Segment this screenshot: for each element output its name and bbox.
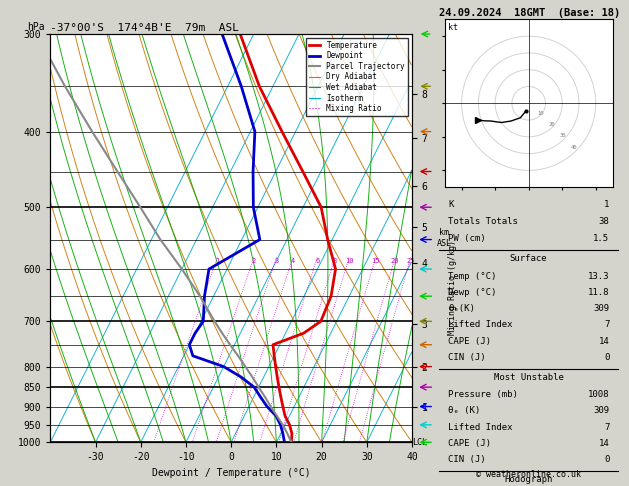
Text: 15: 15 — [372, 258, 380, 263]
Text: Pressure (mb): Pressure (mb) — [448, 390, 518, 399]
Text: CIN (J): CIN (J) — [448, 353, 486, 362]
Text: 1: 1 — [215, 258, 220, 263]
Legend: Temperature, Dewpoint, Parcel Trajectory, Dry Adiabat, Wet Adiabat, Isotherm, Mi: Temperature, Dewpoint, Parcel Trajectory… — [306, 38, 408, 116]
Text: Mixing Ratio (g/kg): Mixing Ratio (g/kg) — [448, 240, 457, 335]
Text: 3: 3 — [274, 258, 279, 263]
Text: 14: 14 — [599, 439, 610, 448]
Text: 8: 8 — [333, 258, 337, 263]
Text: 309: 309 — [593, 406, 610, 416]
Text: 7: 7 — [604, 320, 610, 330]
Text: 20: 20 — [548, 122, 555, 127]
Text: 6: 6 — [315, 258, 320, 263]
Text: 7: 7 — [604, 423, 610, 432]
Text: 24.09.2024  18GMT  (Base: 18): 24.09.2024 18GMT (Base: 18) — [439, 8, 620, 17]
Text: © weatheronline.co.uk: © weatheronline.co.uk — [476, 470, 581, 479]
Text: Hodograph: Hodograph — [504, 475, 553, 484]
Text: -37°00'S  174°4B'E  79m  ASL: -37°00'S 174°4B'E 79m ASL — [50, 23, 239, 33]
Text: CIN (J): CIN (J) — [448, 455, 486, 464]
Text: LCL: LCL — [413, 438, 427, 447]
Text: 40: 40 — [571, 145, 577, 150]
Text: hPa: hPa — [27, 22, 45, 32]
Text: 14: 14 — [599, 336, 610, 346]
Text: Lifted Index: Lifted Index — [448, 320, 513, 330]
Text: Temp (°C): Temp (°C) — [448, 272, 496, 281]
Y-axis label: km
ASL: km ASL — [437, 228, 452, 248]
Text: 309: 309 — [593, 304, 610, 313]
Text: 10: 10 — [345, 258, 353, 263]
Text: 4: 4 — [291, 258, 295, 263]
Text: θₑ(K): θₑ(K) — [448, 304, 475, 313]
Text: kt: kt — [448, 22, 458, 32]
Text: 20: 20 — [391, 258, 399, 263]
Text: K: K — [448, 200, 454, 209]
Text: 25: 25 — [406, 258, 415, 263]
Text: Lifted Index: Lifted Index — [448, 423, 513, 432]
Text: 11.8: 11.8 — [588, 288, 610, 297]
Text: PW (cm): PW (cm) — [448, 234, 486, 243]
Text: CAPE (J): CAPE (J) — [448, 439, 491, 448]
Text: θₑ (K): θₑ (K) — [448, 406, 481, 416]
Text: 38: 38 — [599, 217, 610, 226]
Text: 30: 30 — [560, 134, 566, 139]
Text: 0: 0 — [604, 353, 610, 362]
Text: 10: 10 — [537, 111, 543, 116]
X-axis label: Dewpoint / Temperature (°C): Dewpoint / Temperature (°C) — [152, 468, 311, 478]
Text: 0: 0 — [604, 455, 610, 464]
Text: CAPE (J): CAPE (J) — [448, 336, 491, 346]
Text: Surface: Surface — [510, 254, 547, 263]
Text: 2: 2 — [252, 258, 256, 263]
Text: 1: 1 — [604, 200, 610, 209]
Text: Totals Totals: Totals Totals — [448, 217, 518, 226]
Text: 13.3: 13.3 — [588, 272, 610, 281]
Text: 1008: 1008 — [588, 390, 610, 399]
Text: 1.5: 1.5 — [593, 234, 610, 243]
Text: Most Unstable: Most Unstable — [494, 373, 564, 382]
Text: Dewp (°C): Dewp (°C) — [448, 288, 496, 297]
